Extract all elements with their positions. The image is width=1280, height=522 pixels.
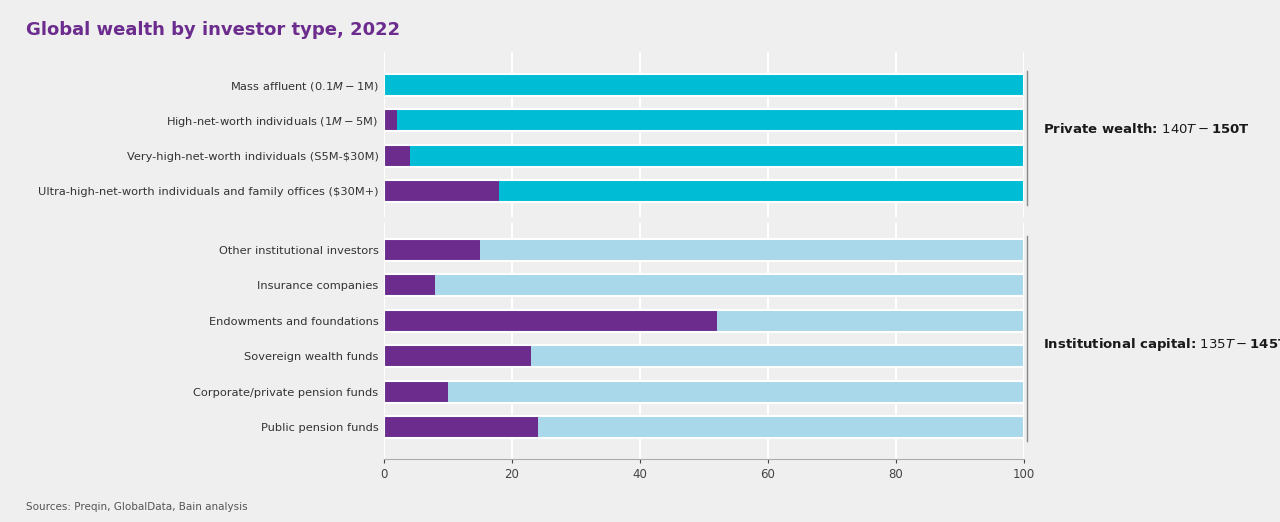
Bar [531, 345, 1024, 367]
Bar [397, 109, 1024, 131]
Bar [384, 74, 1024, 96]
Bar [384, 381, 448, 402]
Bar [384, 180, 1024, 202]
Bar [384, 310, 1024, 331]
Bar [384, 109, 1024, 131]
Bar [384, 345, 1024, 367]
Bar [435, 274, 1024, 296]
Text: Sources: Preqin, GlobalData, Bain analysis: Sources: Preqin, GlobalData, Bain analys… [26, 502, 247, 512]
Bar [499, 180, 1024, 202]
Bar [384, 239, 1024, 260]
Bar [384, 274, 435, 296]
Bar [384, 345, 531, 367]
Bar [384, 74, 1024, 96]
Bar [384, 145, 410, 167]
Bar [384, 274, 1024, 296]
Bar [448, 381, 1024, 402]
Bar [384, 239, 480, 260]
Text: Institutional capital: $135T-$145T: Institutional capital: $135T-$145T [1043, 336, 1280, 353]
Text: Global wealth by investor type, 2022: Global wealth by investor type, 2022 [26, 21, 399, 39]
Bar [384, 180, 499, 202]
Bar [410, 145, 1024, 167]
Bar [384, 310, 717, 331]
Bar [384, 416, 1024, 438]
Bar [384, 109, 397, 131]
Bar [384, 145, 1024, 167]
Bar [717, 310, 1024, 331]
Bar [384, 416, 538, 438]
Legend: Alternatives allocation, Other institutional allocation, Other private wealth al: Alternatives allocation, Other instituti… [399, 518, 1009, 522]
Bar [480, 239, 1024, 260]
Bar [538, 416, 1024, 438]
Bar [384, 381, 1024, 402]
Text: Private wealth: $140T-$150T: Private wealth: $140T-$150T [1043, 122, 1251, 136]
